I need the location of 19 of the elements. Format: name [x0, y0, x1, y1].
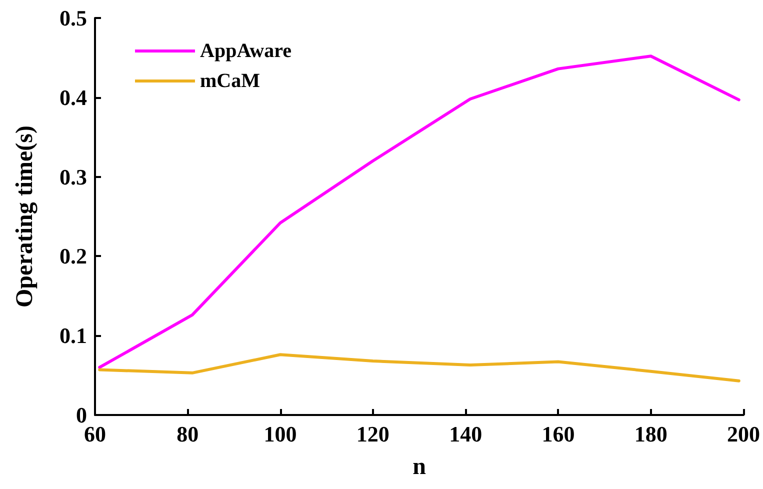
x-tick-label: 140 [449, 422, 482, 446]
y-tick-label: 0.1 [60, 323, 87, 348]
x-tick-label: 60 [84, 422, 106, 446]
x-axis-title: n [412, 454, 426, 480]
x-tick-label: 180 [634, 422, 668, 446]
line-series [98, 353, 740, 382]
x-tick-label: 80 [176, 422, 199, 446]
y-tick-label: 0.5 [60, 6, 87, 30]
x-tick-label: 200 [727, 422, 760, 446]
x-tick-label: 160 [542, 422, 575, 446]
y-tick-label: 0 [76, 402, 87, 428]
y-axis-title: Operating time(s) [12, 126, 38, 308]
x-tick-label: 120 [356, 422, 390, 446]
x-tick-label: 100 [264, 422, 297, 446]
legend-label: AppAware [200, 40, 292, 62]
y-tick-label: 0.4 [60, 84, 87, 110]
y-tick-label: 0.2 [60, 244, 87, 269]
legend-label: mCaM [200, 70, 260, 92]
y-tick-label: 0.3 [60, 164, 87, 190]
